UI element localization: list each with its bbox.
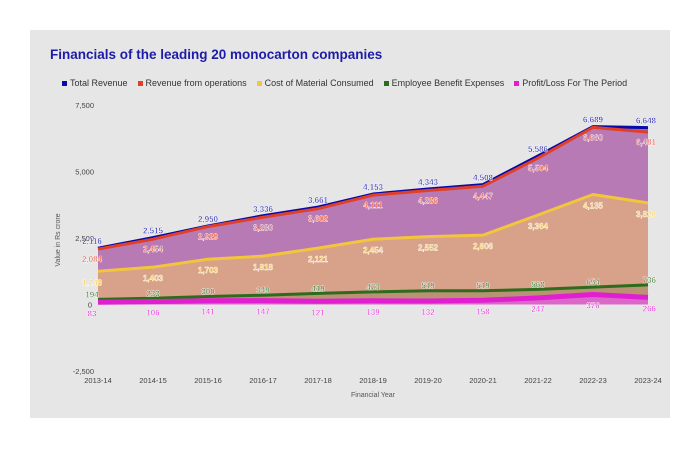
legend-item-profit-loss-for-the-period: Profit/Loss For The Period bbox=[514, 78, 627, 88]
data-label-total-revenue: 6,689 bbox=[583, 116, 604, 125]
legend-item-total-revenue: Total Revenue bbox=[62, 78, 128, 88]
data-label-total-revenue: 2,950 bbox=[198, 215, 219, 224]
x-tick-label: 2020-21 bbox=[469, 376, 497, 385]
legend-swatch bbox=[256, 80, 262, 86]
data-label-profit-loss-for-the-period: 132 bbox=[421, 308, 435, 317]
legend-swatch bbox=[62, 80, 67, 86]
data-label-employee-benefit-expenses: 736 bbox=[643, 276, 657, 285]
data-label-profit-loss-for-the-period: 247 bbox=[531, 305, 545, 314]
data-label-revenue-from-operations: 3,280 bbox=[253, 223, 274, 232]
legend-item-employee-benefit-expenses: Employee Benefit Expenses bbox=[383, 78, 505, 88]
legend-swatch bbox=[137, 80, 143, 86]
data-label-profit-loss-for-the-period: 158 bbox=[476, 307, 490, 316]
data-label-revenue-from-operations: 2,084 bbox=[82, 255, 103, 264]
data-label-cost-of-material-consumed: 4,135 bbox=[583, 202, 604, 211]
x-tick-label: 2016-17 bbox=[249, 376, 277, 385]
line-revenue-from-operations bbox=[97, 125, 649, 251]
data-label-employee-benefit-expenses: 349 bbox=[256, 286, 270, 295]
data-label-profit-loss-for-the-period: 266 bbox=[643, 304, 657, 313]
area-cost-of-material-consumed bbox=[98, 194, 648, 305]
data-label-profit-loss-for-the-period: 121 bbox=[311, 308, 325, 317]
x-tick-label: 2019-20 bbox=[414, 376, 442, 385]
data-label-total-revenue: 5,586 bbox=[528, 145, 549, 154]
data-label-profit-loss-for-the-period: 139 bbox=[366, 308, 380, 317]
data-label-total-revenue: 3,336 bbox=[253, 205, 274, 214]
data-label-employee-benefit-expenses: 654 bbox=[586, 278, 600, 287]
legend-swatch bbox=[383, 80, 389, 86]
data-label-cost-of-material-consumed: 1,703 bbox=[198, 266, 219, 275]
data-label-employee-benefit-expenses: 300 bbox=[201, 288, 215, 297]
data-label-total-revenue: 4,508 bbox=[473, 174, 494, 183]
x-tick-label: 2013-14 bbox=[84, 376, 112, 385]
legend-label: Total Revenue bbox=[70, 78, 128, 88]
y-tick-label: 2,500 bbox=[75, 234, 94, 243]
data-label-employee-benefit-expenses: 419 bbox=[311, 284, 325, 293]
chart-legend: Total Revenue Revenue from operations Cost… bbox=[62, 78, 627, 88]
data-label-revenue-from-operations: 6,481 bbox=[636, 138, 657, 147]
data-label-revenue-from-operations: 4,111 bbox=[363, 201, 383, 210]
data-label-cost-of-material-consumed: 2,121 bbox=[308, 255, 329, 264]
data-label-total-revenue: 2,515 bbox=[143, 227, 164, 236]
data-label-total-revenue: 3,661 bbox=[308, 196, 329, 205]
data-label-revenue-from-operations: 3,602 bbox=[308, 215, 329, 224]
data-label-profit-loss-for-the-period: 141 bbox=[201, 308, 215, 317]
data-label-revenue-from-operations: 2,929 bbox=[198, 233, 219, 242]
data-label-profit-loss-for-the-period: 106 bbox=[146, 309, 160, 318]
data-label-employee-benefit-expenses: 233 bbox=[146, 289, 160, 298]
data-label-cost-of-material-consumed: 1,248 bbox=[82, 278, 103, 287]
data-label-cost-of-material-consumed: 3,364 bbox=[528, 222, 549, 231]
legend-item-cost-of-material-consumed: Cost of Material Consumed bbox=[256, 78, 374, 88]
line-profit-loss-for-the-period bbox=[97, 291, 649, 305]
legend-item-revenue-from-operations: Revenue from operations bbox=[137, 78, 247, 88]
x-tick-label: 2022-23 bbox=[579, 376, 607, 385]
y-tick-label: 0 bbox=[88, 301, 92, 310]
x-tick-label: 2015-16 bbox=[194, 376, 222, 385]
data-label-employee-benefit-expenses: 473 bbox=[366, 283, 380, 292]
data-label-total-revenue: 6,648 bbox=[636, 117, 657, 126]
legend-label: Revenue from operations bbox=[145, 78, 247, 88]
y-tick-label: 5,000 bbox=[75, 168, 94, 177]
data-label-profit-loss-for-the-period: 83 bbox=[88, 309, 97, 318]
y-tick-label: 7,500 bbox=[75, 101, 94, 110]
data-label-revenue-from-operations: 2,454 bbox=[143, 245, 164, 254]
data-label-employee-benefit-expenses: 194 bbox=[85, 290, 99, 299]
data-label-cost-of-material-consumed: 2,606 bbox=[473, 242, 494, 251]
data-label-employee-benefit-expenses: 519 bbox=[421, 282, 435, 291]
data-label-cost-of-material-consumed: 1,818 bbox=[253, 263, 274, 272]
legend-label: Employee Benefit Expenses bbox=[391, 78, 505, 88]
x-tick-label: 2021-22 bbox=[524, 376, 552, 385]
data-label-revenue-from-operations: 5,504 bbox=[528, 164, 549, 173]
data-label-cost-of-material-consumed: 2,552 bbox=[418, 244, 439, 253]
data-label-total-revenue: 4,153 bbox=[363, 183, 384, 192]
y-axis-title: Value in Rs crore bbox=[55, 213, 62, 266]
data-label-total-revenue: 4,343 bbox=[418, 178, 439, 187]
x-tick-label: 2018-19 bbox=[359, 376, 387, 385]
x-axis-title: Financial Year bbox=[351, 392, 396, 399]
legend-label: Profit/Loss For The Period bbox=[522, 78, 628, 88]
line-employee-benefit-expenses bbox=[97, 283, 649, 301]
data-label-cost-of-material-consumed: 1,403 bbox=[143, 274, 164, 283]
data-label-revenue-from-operations: 4,447 bbox=[473, 192, 494, 201]
y-tick-label: -2,500 bbox=[73, 367, 94, 376]
x-tick-label: 2017-18 bbox=[304, 376, 332, 385]
data-label-cost-of-material-consumed: 2,454 bbox=[363, 246, 384, 255]
x-tick-label: 2014-15 bbox=[139, 376, 167, 385]
data-label-revenue-from-operations: 4,286 bbox=[418, 196, 439, 205]
data-label-total-revenue: 2,116 bbox=[82, 237, 102, 246]
data-label-cost-of-material-consumed: 3,820 bbox=[636, 210, 657, 219]
line-cost-of-material-consumed bbox=[97, 193, 649, 273]
data-label-employee-benefit-expenses: 519 bbox=[476, 282, 490, 291]
data-label-revenue-from-operations: 6,660 bbox=[583, 133, 604, 142]
data-label-profit-loss-for-the-period: 147 bbox=[256, 308, 270, 317]
data-label-profit-loss-for-the-period: 376 bbox=[586, 301, 600, 310]
x-tick-label: 2023-24 bbox=[634, 376, 662, 385]
legend-label: Cost of Material Consumed bbox=[264, 78, 374, 88]
legend-swatch bbox=[514, 80, 520, 86]
data-label-employee-benefit-expenses: 568 bbox=[531, 280, 545, 289]
chart-title: Financials of the leading 20 monocarton … bbox=[50, 47, 383, 62]
